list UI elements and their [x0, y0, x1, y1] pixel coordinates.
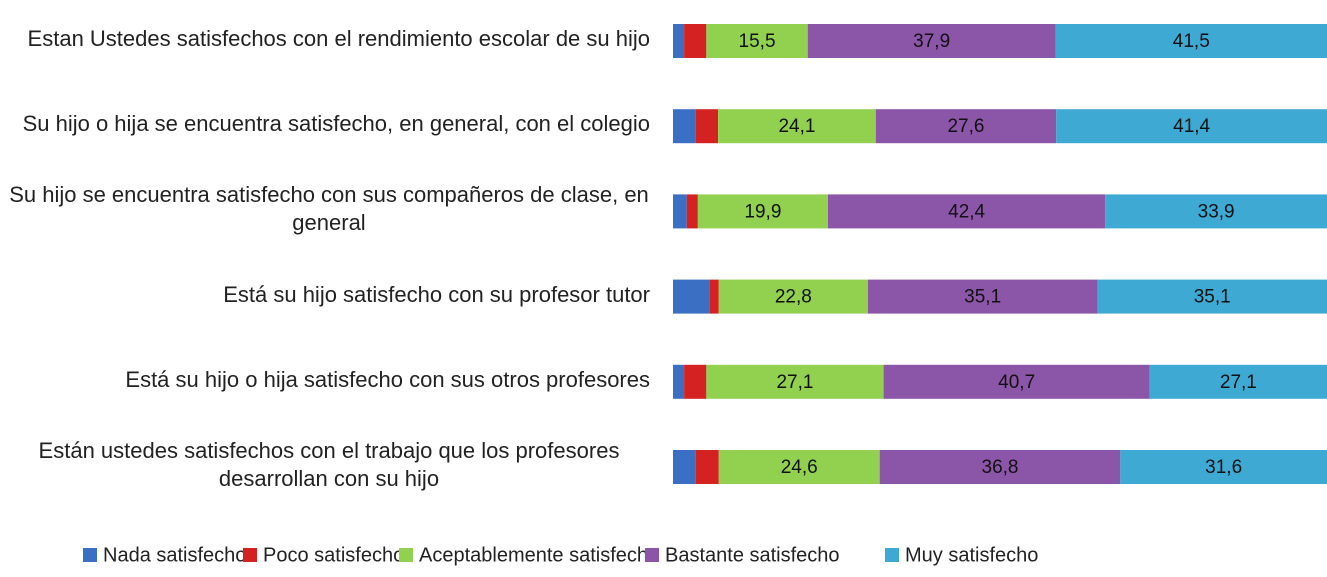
value-label: 24,1	[778, 116, 815, 137]
value-label: 35,1	[964, 287, 1001, 308]
legend-label: Bastante satisfecho	[665, 544, 840, 566]
bar-segment	[673, 364, 685, 399]
category-text: Está su hijo satisfecho con su profesor …	[223, 281, 650, 307]
legend-swatch	[645, 548, 659, 562]
bar-segment	[686, 194, 698, 229]
value-label: 27,1	[1220, 372, 1257, 393]
bar-segment	[1055, 24, 1327, 58]
category-text: Está su hijo o hija satisfecho con sus o…	[125, 366, 650, 392]
legend-label: Aceptablemente satisfecho	[419, 544, 659, 566]
category-label: Su hijo se encuentra satisfecho con sus …	[0, 181, 650, 237]
bar-segment	[697, 194, 828, 229]
value-label: 40,7	[998, 372, 1035, 393]
category-label: Están ustedes satisfechos con el trabajo…	[0, 437, 650, 493]
value-label: 24,6	[781, 457, 818, 478]
legend-label: Nada satisfecho	[103, 544, 246, 566]
bar-segment	[875, 109, 1057, 144]
value-label: 36,8	[982, 457, 1019, 478]
bar-segment	[718, 279, 868, 314]
bar-segment	[718, 109, 876, 144]
bar-segment	[684, 364, 707, 399]
bar-segment	[879, 450, 1121, 484]
category-label: Estan Ustedes satisfechos con el rendimi…	[0, 25, 650, 53]
bar-segment	[718, 450, 880, 484]
bar-segment	[673, 450, 696, 484]
bar-segment	[1097, 279, 1327, 314]
value-label: 22,8	[775, 287, 812, 308]
legend-swatch	[243, 548, 257, 562]
bar-segment	[673, 279, 710, 314]
bar-segment	[673, 24, 685, 58]
category-label: Está su hijo o hija satisfecho con sus o…	[0, 366, 650, 394]
bar-segment	[673, 109, 696, 144]
bar-segment	[867, 279, 1098, 314]
value-label: 27,1	[776, 372, 813, 393]
category-label: Está su hijo satisfecho con su profesor …	[0, 281, 650, 309]
value-label: 42,4	[948, 201, 985, 222]
bar-segment	[706, 24, 808, 58]
bar-segment	[1120, 450, 1327, 484]
category-label: Su hijo o hija se encuentra satisfecho, …	[0, 110, 650, 138]
legend-label: Muy satisfecho	[905, 544, 1038, 566]
bar-segment	[673, 194, 687, 229]
value-label: 41,4	[1173, 116, 1210, 137]
category-text: Su hijo o hija se encuentra satisfecho, …	[22, 111, 650, 137]
category-text: Estan Ustedes satisfechos con el rendimi…	[27, 26, 650, 51]
bar-segment	[883, 364, 1150, 399]
legend-swatch	[885, 548, 899, 562]
category-text: Están ustedes satisfechos con el trabajo…	[38, 438, 620, 491]
bar-segment	[1105, 194, 1327, 229]
value-label: 33,9	[1198, 201, 1235, 222]
bar-segment	[1056, 109, 1327, 144]
bar-segment	[706, 364, 884, 399]
bar-segment	[1149, 364, 1327, 399]
bar-segment	[695, 109, 719, 144]
legend-label: Poco satisfecho	[263, 544, 404, 566]
bar-segment	[709, 279, 719, 314]
value-label: 35,1	[1194, 287, 1231, 308]
bar-segment	[695, 450, 719, 484]
bar-segment	[807, 24, 1056, 58]
value-label: 31,6	[1205, 457, 1242, 478]
bar-segment	[684, 24, 707, 58]
value-label: 27,6	[947, 116, 984, 137]
legend-swatch	[399, 548, 413, 562]
bar-segment	[827, 194, 1106, 229]
value-label: 19,9	[744, 201, 781, 222]
value-label: 41,5	[1173, 31, 1210, 52]
value-label: 15,5	[739, 31, 776, 52]
legend-swatch	[83, 548, 97, 562]
category-text: Su hijo se encuentra satisfecho con sus …	[9, 182, 649, 236]
value-label: 37,9	[913, 31, 950, 52]
